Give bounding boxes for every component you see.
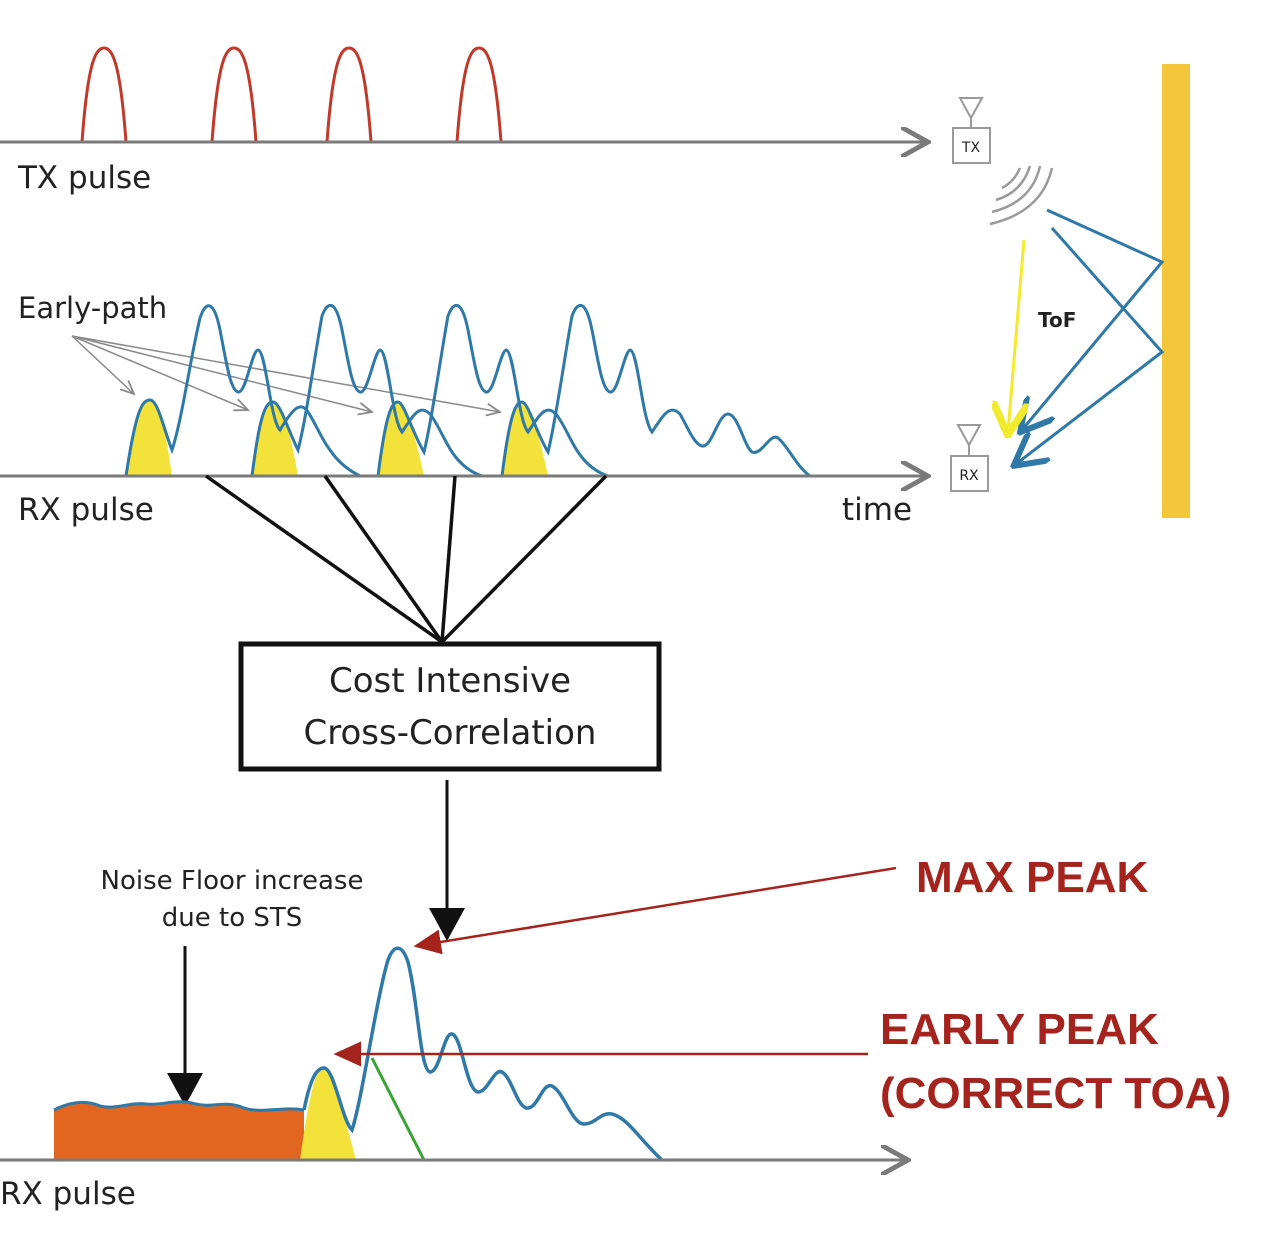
noise-floor-fill: [54, 1101, 304, 1160]
cross-correlation-box: [238, 641, 662, 772]
correlation-input-lines: [204, 474, 608, 644]
tx-pulse-4: [455, 46, 503, 143]
signal-waves-icon: [989, 165, 1054, 226]
correct-toa-line: [370, 1057, 426, 1161]
rx-wave-4: [500, 303, 811, 478]
reflecting-wall: [1162, 64, 1190, 518]
early-peak-label-line-2: (CORRECT TOA): [880, 1069, 1231, 1118]
rx-antenna-icon: [950, 424, 989, 492]
tx-pulse-2: [210, 46, 258, 143]
noise-floor-outline: [53, 1100, 305, 1112]
early-peak-fill: [300, 1068, 356, 1160]
box-title-line-2: Cross-Correlation: [304, 713, 597, 753]
early-path-fills: [126, 400, 548, 476]
rx-wave-3: [376, 303, 609, 478]
rx-pulse-label-top: RX pulse: [18, 492, 154, 528]
tx-pulse-3: [325, 46, 373, 143]
box-title-line-1: Cost Intensive: [329, 661, 571, 701]
early-peak-label-line-1: EARLY PEAK: [880, 1005, 1159, 1054]
rx-antenna-label: RX: [959, 468, 979, 484]
max-peak-label: MAX PEAK: [916, 853, 1148, 902]
noise-floor-label-line-2: due to STS: [162, 903, 303, 933]
early-path-pointers: [71, 335, 500, 412]
reflection-paths: [1016, 208, 1165, 464]
tx-antenna-label: TX: [961, 140, 981, 156]
max-peak-arrow: [413, 866, 897, 955]
rx-multipath-waveforms: [124, 303, 811, 478]
tof-label: ToF: [1038, 308, 1076, 332]
tx-pulse-train: [80, 46, 503, 143]
rx-wave-1: [124, 304, 361, 478]
tof-arrow: [1008, 239, 1024, 432]
tx-antenna-icon: [952, 97, 991, 164]
time-axis-label: time: [842, 492, 912, 528]
correlation-waveform: [302, 946, 664, 1162]
tx-pulse-1: [80, 46, 128, 143]
rx-pulse-label-bottom: RX pulse: [0, 1176, 136, 1212]
early-path-label: Early-path: [18, 291, 167, 325]
tx-pulse-label: TX pulse: [17, 160, 151, 196]
noise-floor-label-line-1: Noise Floor increase: [101, 866, 364, 896]
